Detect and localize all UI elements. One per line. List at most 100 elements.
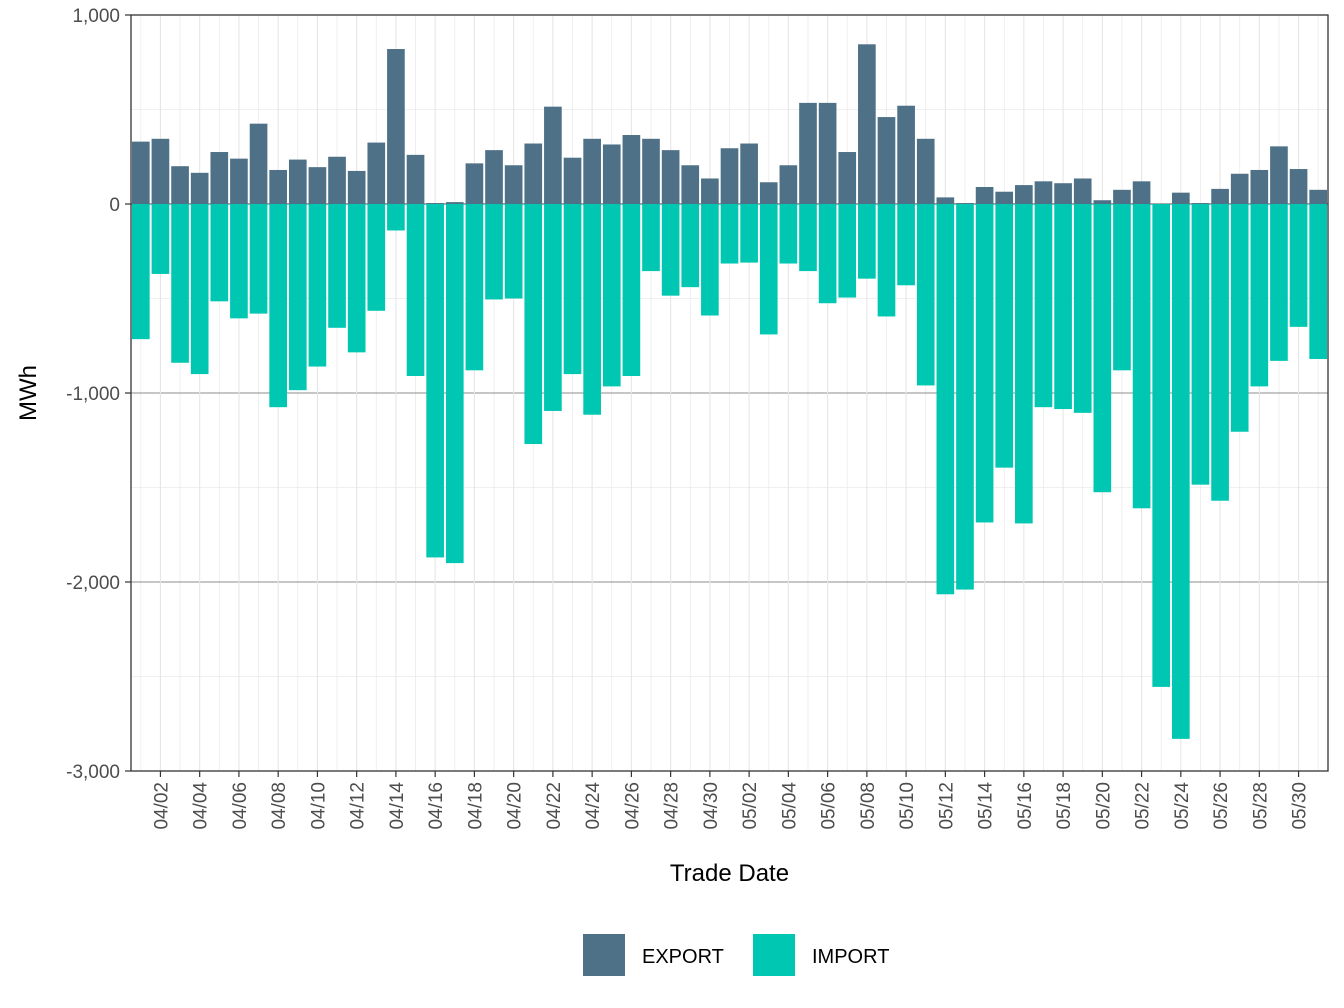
- export-bar: [171, 166, 189, 204]
- import-bar: [818, 204, 837, 304]
- import-bar: [858, 204, 876, 279]
- import-bar: [465, 204, 484, 371]
- export-bar: [504, 165, 523, 204]
- x-tick-label: 05/02: [740, 782, 761, 830]
- export-bar: [858, 44, 876, 204]
- x-tick-label: 05/16: [1015, 782, 1036, 830]
- x-tick-label: 05/26: [1211, 782, 1232, 830]
- x-tick-label: 04/04: [191, 782, 212, 830]
- legend-key-import: [753, 934, 795, 976]
- import-bar: [1270, 204, 1288, 361]
- import-bar: [995, 204, 1014, 468]
- y-tick-label: -3,000: [66, 762, 120, 783]
- export-bar: [269, 169, 288, 204]
- export-bar: [720, 148, 739, 204]
- export-bar: [230, 158, 248, 204]
- x-tick-label: 04/12: [348, 782, 369, 830]
- x-tick-label: 04/06: [230, 782, 251, 830]
- export-bar: [1230, 173, 1249, 204]
- y-tick-label: 0: [109, 195, 120, 216]
- import-bar: [877, 204, 896, 317]
- export-bar: [1171, 192, 1190, 204]
- export-bar: [524, 143, 543, 204]
- export-bar: [936, 197, 955, 204]
- import-bar: [1191, 204, 1210, 485]
- import-bar: [1211, 204, 1229, 501]
- import-bar: [956, 204, 974, 590]
- import-bar: [524, 204, 543, 445]
- import-bar: [1015, 204, 1033, 524]
- x-tick-label: 05/28: [1250, 782, 1271, 830]
- export-bar: [1191, 203, 1210, 204]
- x-axis: 04/02 04/04 04/06 04/08 04/10 04/12 04/14 04/16…: [151, 771, 1311, 830]
- export-bar: [465, 163, 484, 204]
- x-tick-label: 05/04: [779, 782, 800, 830]
- import-bar: [779, 204, 798, 264]
- export-bar: [367, 142, 386, 204]
- import-bar: [131, 204, 150, 340]
- export-bar: [387, 49, 405, 204]
- export-bar: [1211, 188, 1229, 204]
- import-bar: [720, 204, 739, 264]
- x-tick-label: 04/16: [426, 782, 447, 830]
- x-tick-label: 04/28: [662, 782, 683, 830]
- import-bar: [367, 204, 386, 311]
- y-tick-label: -2,000: [66, 573, 120, 594]
- y-axis: 1,000 0 -1,000 -2,000 -3,000: [66, 6, 131, 783]
- export-bar: [877, 117, 896, 204]
- import-bar: [406, 204, 425, 376]
- import-bar: [1132, 204, 1151, 509]
- import-bar: [387, 204, 405, 231]
- legend-key-export: [583, 934, 625, 976]
- import-bar: [838, 204, 857, 298]
- import-bar: [151, 204, 170, 274]
- export-bar: [1250, 169, 1269, 204]
- x-tick-label: 04/22: [544, 782, 565, 830]
- export-bar: [956, 203, 974, 204]
- import-bar: [1250, 204, 1269, 387]
- export-bar: [445, 202, 464, 204]
- import-bar: [563, 204, 582, 375]
- export-bar: [249, 123, 268, 204]
- export-bar: [1015, 185, 1033, 204]
- import-bar: [701, 204, 719, 316]
- import-bar: [1093, 204, 1112, 493]
- legend: EXPORT IMPORT: [583, 934, 889, 976]
- import-bar: [661, 204, 680, 296]
- import-bar: [1054, 204, 1072, 410]
- import-bar: [1034, 204, 1053, 408]
- import-bar: [642, 204, 660, 272]
- export-bar: [897, 105, 915, 204]
- x-tick-label: 04/10: [308, 782, 329, 830]
- import-bar: [288, 204, 307, 391]
- export-bar: [151, 138, 170, 204]
- import-bar: [210, 204, 229, 302]
- x-tick-label: 05/06: [819, 782, 840, 830]
- x-tick-label: 05/30: [1290, 782, 1311, 830]
- x-tick-label: 05/24: [1172, 782, 1193, 830]
- export-bar: [1093, 200, 1112, 204]
- export-bar: [485, 150, 503, 204]
- x-tick-label: 05/08: [858, 782, 879, 830]
- export-bar: [838, 152, 857, 204]
- x-axis-title: Trade Date: [670, 860, 789, 887]
- export-bar: [995, 191, 1014, 204]
- import-bar: [799, 204, 817, 272]
- export-bar: [1073, 178, 1092, 204]
- import-bar: [544, 204, 562, 411]
- import-bar: [936, 204, 955, 595]
- import-bar: [426, 204, 444, 558]
- export-bar: [1132, 181, 1151, 204]
- x-tick-label: 05/20: [1093, 782, 1114, 830]
- export-bar: [426, 203, 444, 204]
- x-tick-label: 05/18: [1054, 782, 1075, 830]
- legend-label-import: IMPORT: [812, 946, 889, 968]
- x-tick-label: 05/10: [897, 782, 918, 830]
- import-bar: [445, 204, 464, 564]
- x-tick-label: 04/02: [151, 782, 172, 830]
- import-bar: [171, 204, 189, 363]
- export-bar: [818, 102, 837, 204]
- x-tick-label: 04/18: [465, 782, 486, 830]
- legend-label-export: EXPORT: [642, 946, 724, 968]
